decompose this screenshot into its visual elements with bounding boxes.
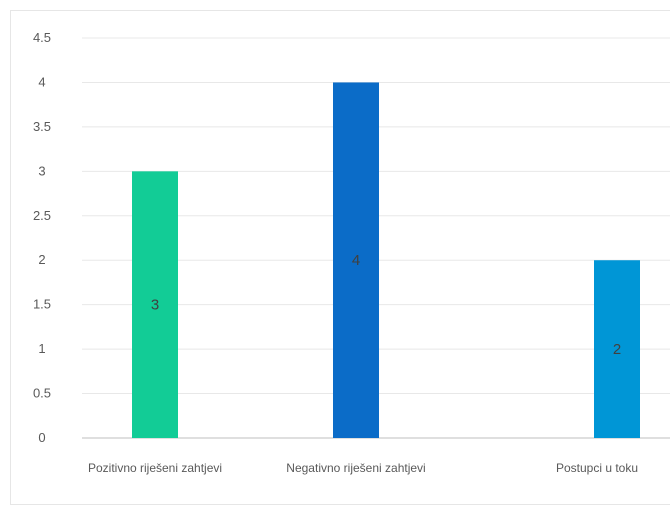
y-tick-label: 4.5 <box>33 30 51 45</box>
y-tick-label: 1.5 <box>33 297 51 312</box>
y-tick-label: 0 <box>38 430 45 445</box>
y-tick-label: 2.5 <box>33 208 51 223</box>
x-tick-label: Postupci u toku <box>556 461 638 475</box>
y-tick-label: 3 <box>38 163 45 178</box>
bar <box>333 82 379 438</box>
x-axis-labels: Pozitivno riješeni zahtjevi Negativno rij… <box>88 461 638 475</box>
bars <box>132 82 640 439</box>
data-label: 2 <box>613 341 621 358</box>
data-label: 3 <box>151 297 159 314</box>
x-tick-label: Negativno riješeni zahtjevi <box>286 461 425 475</box>
y-tick-label: 2 <box>38 252 45 267</box>
bar <box>132 171 178 439</box>
y-tick-label: 0.5 <box>33 386 51 401</box>
y-axis-ticks: 0 0.5 1 1.5 2 2.5 3 3.5 4 4.5 <box>33 30 51 445</box>
bar <box>594 260 640 438</box>
x-tick-label: Pozitivno riješeni zahtjevi <box>88 461 222 475</box>
y-tick-label: 4 <box>38 74 45 89</box>
data-label: 4 <box>352 252 360 269</box>
y-tick-label: 1 <box>38 341 45 356</box>
data-labels: 3 4 2 <box>151 252 621 358</box>
y-tick-label: 3.5 <box>33 119 51 134</box>
